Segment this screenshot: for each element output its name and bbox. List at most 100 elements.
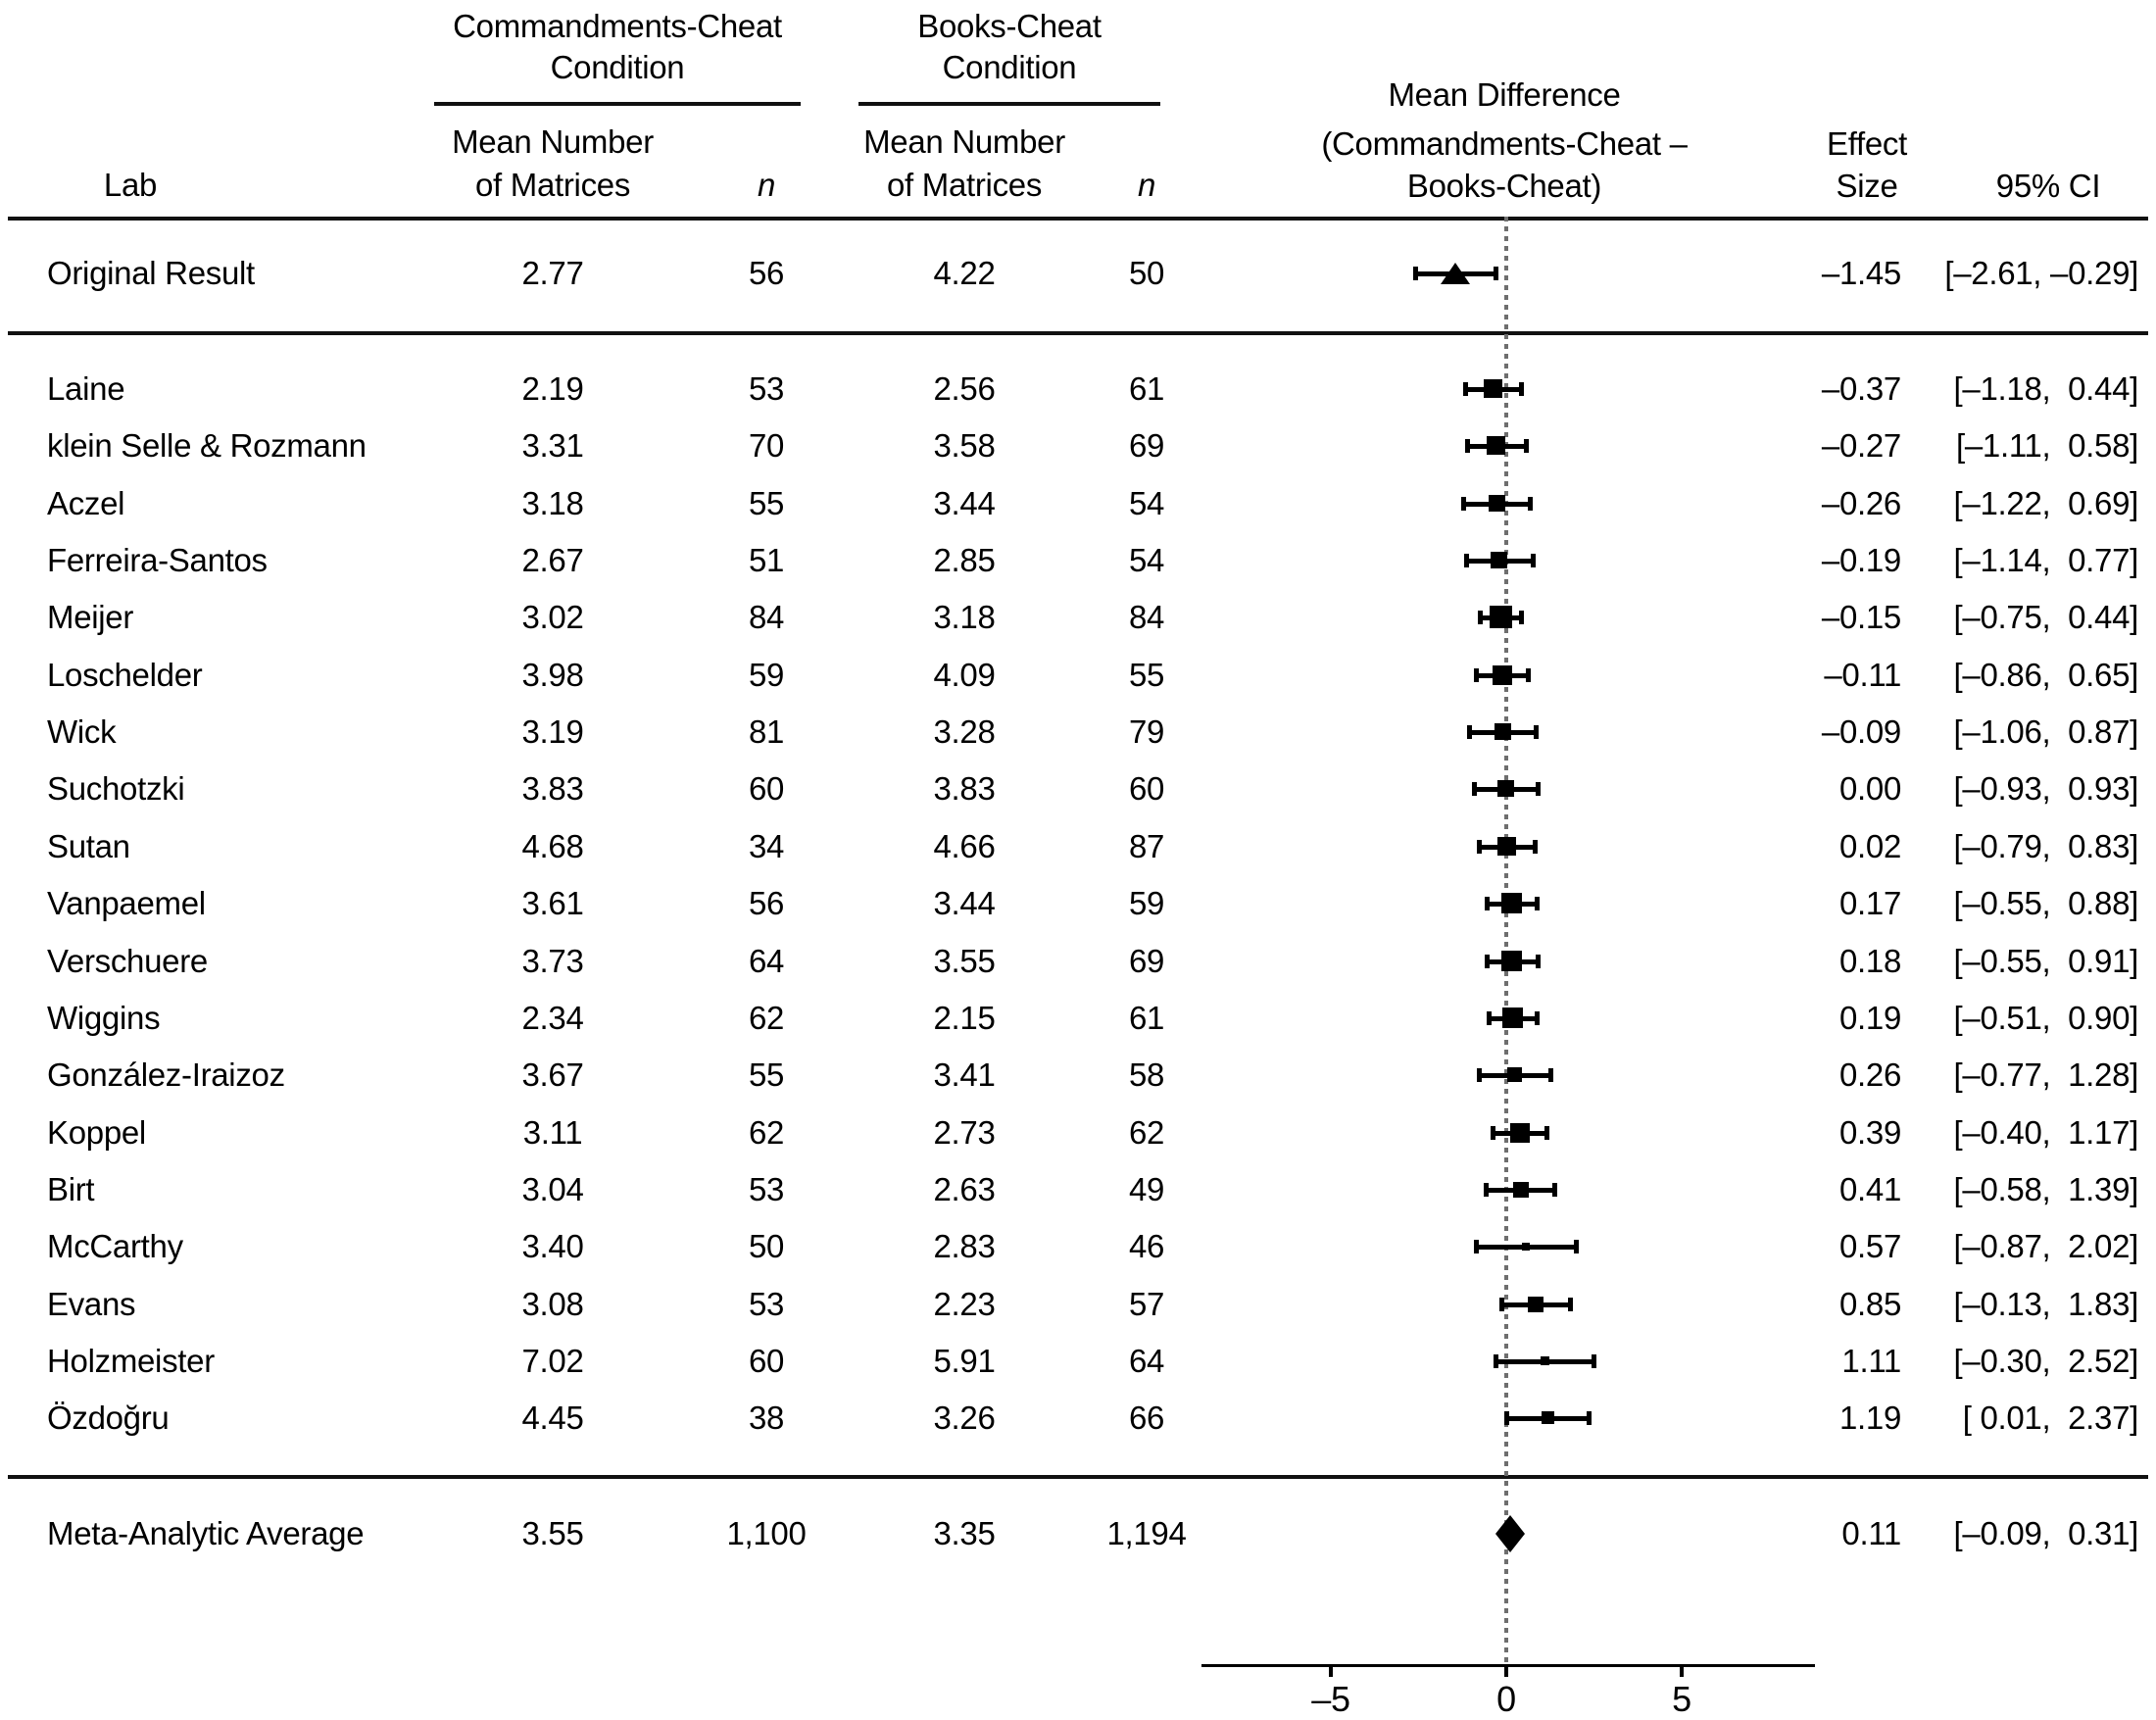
mean-books-value: 4.66 [933, 827, 996, 864]
ci-value: [–0.30, 2.52] [1953, 1342, 2139, 1379]
books-group-underline [858, 102, 1160, 106]
n-books-value: 50 [1128, 254, 1165, 291]
effect-size-value: 0.02 [1838, 827, 1901, 864]
mean-books-header-line2: of Matrices [886, 166, 1043, 203]
effect-size-value: 1.19 [1838, 1399, 1901, 1436]
effect-size-value: –0.19 [1821, 541, 1901, 578]
mean-commandments-value: 3.18 [521, 484, 584, 521]
mean-books-value: 2.83 [933, 1227, 996, 1264]
mean-books-value: 3.83 [933, 769, 996, 807]
n-books-value: 61 [1128, 999, 1165, 1036]
mean-commandments-value: 4.45 [521, 1399, 584, 1436]
mean-difference-header-line2: (Commandments-Cheat – [1321, 124, 1688, 162]
point-estimate-square-marker [1528, 1297, 1544, 1312]
n-books-value: 84 [1128, 598, 1165, 635]
effect-size-value: 0.41 [1838, 1170, 1901, 1207]
lab-name: Meta-Analytic Average [47, 1514, 365, 1551]
mean-commandments-value: 3.83 [521, 769, 584, 807]
point-estimate-square-marker [1502, 1007, 1523, 1028]
ci-cap-left [1461, 497, 1466, 511]
point-estimate-square-marker [1542, 1411, 1554, 1424]
mean-books-header-line1: Mean Number [863, 123, 1065, 160]
n-books-value: 62 [1128, 1113, 1165, 1151]
ci-cap-left [1491, 1126, 1495, 1140]
effect-size-value: 0.57 [1838, 1227, 1901, 1264]
mean-commandments-value: 3.02 [521, 598, 584, 635]
ci-header: 95% CI [1995, 167, 2101, 204]
mean-books-value: 3.18 [933, 598, 996, 635]
point-estimate-square-marker [1522, 1243, 1530, 1251]
effect-size-value: 0.39 [1838, 1113, 1901, 1151]
x-axis-tick [1680, 1664, 1684, 1677]
point-estimate-square-marker [1493, 665, 1512, 685]
lab-name: Original Result [47, 254, 255, 291]
ci-cap-right [1548, 1068, 1553, 1082]
ci-value: [ 0.01, 2.37] [1962, 1399, 2139, 1436]
ci-cap-right [1574, 1240, 1579, 1253]
ci-cap-right [1568, 1298, 1573, 1311]
n-commandments-value: 70 [748, 426, 785, 464]
ci-value: [–0.58, 1.39] [1953, 1170, 2139, 1207]
effect-size-value: 0.00 [1838, 769, 1901, 807]
mean-books-value: 3.41 [933, 1056, 996, 1093]
n-books-value: 1,194 [1106, 1514, 1187, 1551]
books-group-title-line2: Condition [942, 48, 1077, 85]
effect-size-value: –0.15 [1821, 598, 1901, 635]
ci-cap-left [1485, 897, 1490, 910]
x-axis-line [1201, 1664, 1815, 1667]
n-books-value: 61 [1128, 369, 1165, 407]
point-estimate-square-marker [1484, 379, 1502, 398]
effect-size-value: 0.18 [1838, 942, 1901, 979]
n-books-header: n [1137, 166, 1156, 203]
ci-value: [–1.14, 0.77] [1953, 541, 2139, 578]
ci-cap-right [1535, 1011, 1540, 1025]
lab-name: Vanpaemel [47, 884, 206, 921]
n-commandments-value: 53 [748, 1170, 785, 1207]
effect-size-value: –0.37 [1821, 369, 1901, 407]
n-books-value: 59 [1128, 884, 1165, 921]
point-estimate-square-marker [1491, 552, 1507, 568]
mean-commandments-value: 4.68 [521, 827, 584, 864]
lab-name: Meijer [47, 598, 134, 635]
ci-cap-left [1484, 1183, 1489, 1197]
mean-commandments-value: 3.61 [521, 884, 584, 921]
ci-cap-right [1494, 267, 1498, 280]
point-estimate-square-marker [1513, 1182, 1529, 1198]
effect-size-value: –0.11 [1824, 656, 1901, 693]
mean-books-value: 3.35 [933, 1514, 996, 1551]
effect-size-value: 0.17 [1838, 884, 1901, 921]
mean-commandments-value: 2.77 [521, 254, 584, 291]
point-estimate-square-marker [1497, 780, 1514, 797]
point-estimate-square-marker [1510, 1123, 1530, 1143]
books-group-title-line1: Books-Cheat [917, 7, 1102, 44]
mean-books-value: 4.09 [933, 656, 996, 693]
mean-commandments-value: 3.67 [521, 1056, 584, 1093]
ci-cap-right [1552, 1183, 1557, 1197]
n-commandments-header: n [757, 166, 776, 203]
mean-commandments-header-line1: Mean Number [452, 123, 654, 160]
n-books-value: 54 [1128, 541, 1165, 578]
n-commandments-value: 53 [748, 1285, 785, 1322]
x-axis-tick-label: 5 [1672, 1679, 1691, 1719]
ci-value: [–0.55, 0.88] [1953, 884, 2139, 921]
original-result-triangle-marker [1441, 263, 1470, 284]
point-estimate-square-marker [1487, 436, 1505, 455]
mean-commandments-value: 3.11 [522, 1113, 583, 1151]
mean-commandments-value: 3.31 [521, 426, 584, 464]
lab-name: Wiggins [47, 999, 161, 1036]
n-commandments-value: 64 [748, 942, 785, 979]
mean-books-value: 3.26 [933, 1399, 996, 1436]
mean-commandments-value: 3.73 [521, 942, 584, 979]
ci-value: [–0.13, 1.83] [1953, 1285, 2139, 1322]
n-commandments-value: 51 [748, 541, 785, 578]
mean-books-value: 3.58 [933, 426, 996, 464]
lab-column-header: Lab [103, 166, 158, 203]
original-separator-rule [8, 331, 2148, 335]
mean-commandments-value: 3.40 [521, 1227, 584, 1264]
ci-cap-right [1535, 897, 1540, 910]
mean-books-value: 3.28 [933, 713, 996, 750]
ci-cap-right [1533, 840, 1538, 854]
n-commandments-value: 56 [748, 254, 785, 291]
mean-commandments-value: 3.04 [521, 1170, 584, 1207]
mean-books-value: 3.44 [933, 484, 996, 521]
